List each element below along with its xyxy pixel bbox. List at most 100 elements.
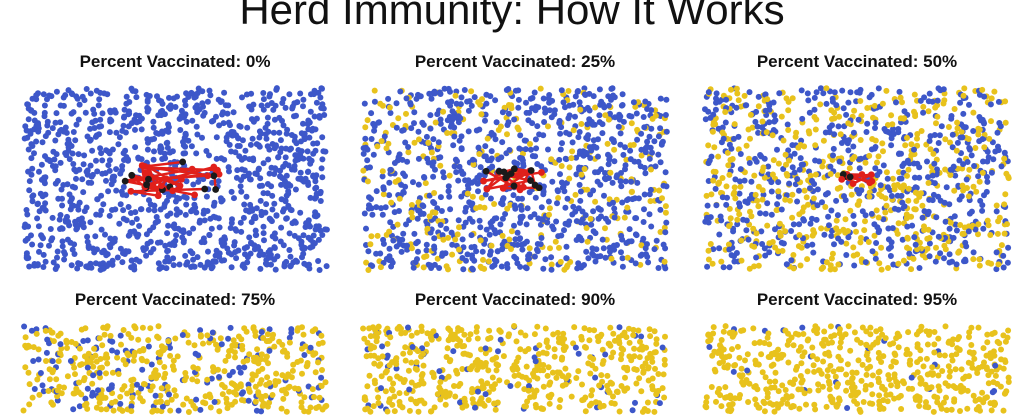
person-dot xyxy=(726,246,733,253)
person-dot xyxy=(249,135,256,142)
person-dot xyxy=(532,136,539,143)
person-dot xyxy=(434,111,441,118)
person-dot xyxy=(538,235,545,241)
person-dot xyxy=(798,244,805,251)
person-dot xyxy=(33,92,40,99)
person-dot xyxy=(223,400,230,406)
person-dot xyxy=(514,260,521,267)
person-dot xyxy=(773,207,780,214)
person-dot xyxy=(957,222,964,228)
person-dot xyxy=(97,145,104,152)
person-dot xyxy=(207,394,214,401)
person-dot xyxy=(610,242,617,249)
person-dot xyxy=(76,345,83,352)
person-dot xyxy=(368,110,375,117)
person-dot xyxy=(432,119,439,126)
person-dot xyxy=(841,193,847,200)
person-dot xyxy=(796,166,803,173)
person-dot xyxy=(715,180,722,187)
infected-dot xyxy=(145,175,152,183)
person-dot xyxy=(301,408,308,415)
person-dot xyxy=(181,193,188,200)
person-dot xyxy=(791,169,798,176)
person-dot xyxy=(1002,191,1009,198)
person-dot xyxy=(734,90,741,97)
person-dot xyxy=(888,382,894,389)
person-dot xyxy=(523,374,529,381)
person-dot xyxy=(904,172,910,179)
person-dot xyxy=(54,248,61,255)
person-dot xyxy=(469,396,476,403)
person-dot xyxy=(954,139,961,146)
person-dot xyxy=(135,231,142,238)
person-dot xyxy=(170,239,177,246)
person-dot xyxy=(156,265,163,272)
person-dot xyxy=(752,155,758,162)
person-dot xyxy=(271,171,278,177)
person-dot xyxy=(300,178,307,185)
person-dot xyxy=(819,163,826,170)
person-dot xyxy=(510,192,517,199)
person-dot xyxy=(55,332,62,339)
person-dot xyxy=(476,172,483,179)
person-dot xyxy=(278,224,285,231)
person-dot xyxy=(87,162,94,169)
person-dot xyxy=(211,399,218,405)
infected-dot xyxy=(141,169,149,177)
person-dot xyxy=(639,363,646,370)
person-dot xyxy=(563,156,570,163)
person-dot xyxy=(87,90,94,97)
person-dot xyxy=(373,330,380,337)
person-dot xyxy=(838,140,845,146)
person-dot xyxy=(92,133,99,140)
person-dot xyxy=(610,199,616,206)
person-dot xyxy=(60,102,67,109)
person-dot xyxy=(402,139,409,146)
person-dot xyxy=(315,359,321,366)
person-dot xyxy=(492,136,499,143)
person-dot xyxy=(134,381,140,388)
person-dot xyxy=(519,155,526,162)
person-dot xyxy=(249,376,256,383)
person-dot xyxy=(415,207,422,214)
person-dot xyxy=(378,385,384,392)
person-dot xyxy=(283,390,290,397)
person-dot xyxy=(794,363,800,370)
person-dot xyxy=(900,257,907,264)
person-dot xyxy=(584,238,591,245)
person-dot xyxy=(412,382,419,389)
person-dot xyxy=(766,119,773,126)
person-dot xyxy=(736,203,743,210)
person-dot xyxy=(486,231,493,238)
person-dot xyxy=(576,164,583,171)
person-dot xyxy=(287,253,294,260)
person-dot xyxy=(737,183,744,190)
person-dot xyxy=(130,357,137,364)
person-dot xyxy=(57,119,64,126)
person-dot xyxy=(857,137,864,143)
person-dot xyxy=(905,197,912,204)
person-dot xyxy=(761,174,768,181)
person-dot xyxy=(143,245,149,252)
person-dot xyxy=(971,163,978,169)
person-dot xyxy=(128,210,134,216)
person-dot xyxy=(888,193,895,199)
person-dot xyxy=(979,169,986,176)
person-dot xyxy=(216,408,223,415)
person-dot xyxy=(971,355,978,362)
person-dot xyxy=(239,137,246,144)
person-dot xyxy=(436,368,443,375)
person-dot xyxy=(984,331,991,338)
person-dot xyxy=(29,394,36,401)
person-dot xyxy=(454,342,461,349)
person-dot xyxy=(132,325,139,332)
person-dot xyxy=(437,154,444,161)
person-dot xyxy=(39,382,46,389)
person-dot xyxy=(144,146,151,153)
person-dot xyxy=(648,125,655,132)
person-dot xyxy=(133,256,140,263)
panel-title: Percent Vaccinated: 25% xyxy=(414,52,616,71)
person-dot xyxy=(182,252,189,259)
population-network xyxy=(360,323,668,415)
person-dot xyxy=(855,116,862,123)
